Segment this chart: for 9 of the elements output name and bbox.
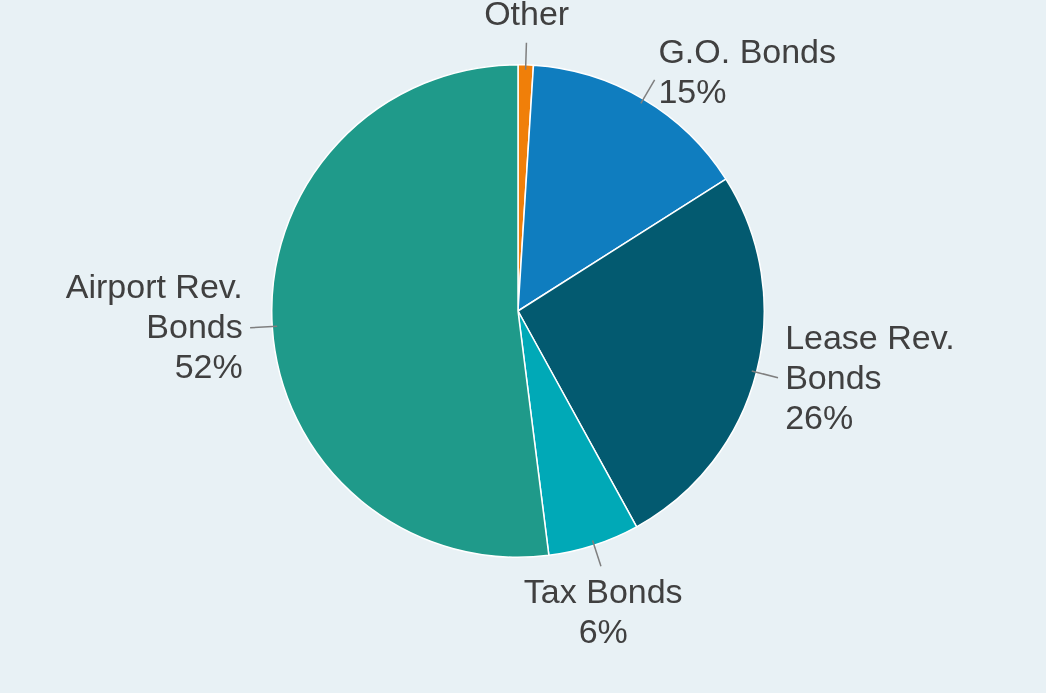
data-label: 52% — [174, 346, 243, 385]
slice-label: G.O. Bonds — [658, 31, 837, 70]
data-label: 26% — [785, 397, 854, 436]
slice-label: Airport Rev. Bonds — [65, 266, 243, 345]
slice-label: Lease Rev. Bonds — [785, 317, 955, 396]
slice-label: Other — [484, 0, 570, 32]
data-label: 6% — [578, 611, 628, 650]
data-label: 15% — [658, 71, 727, 110]
slice-label: Tax Bonds — [523, 571, 683, 610]
